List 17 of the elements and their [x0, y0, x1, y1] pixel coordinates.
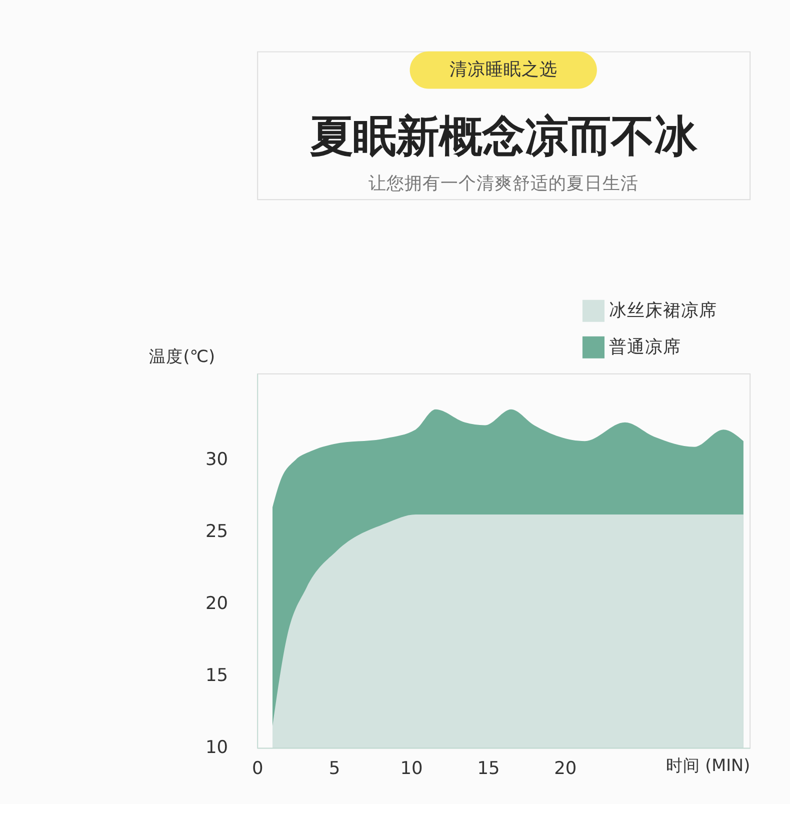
- y-tick-label: 10: [205, 738, 228, 758]
- x-tick-label: 10: [400, 758, 423, 779]
- y-tick-label: 20: [205, 594, 228, 614]
- x-tick-label: 15: [477, 758, 500, 779]
- y-tick-label: 25: [205, 522, 228, 542]
- legend-label: 普通凉席: [608, 336, 681, 358]
- text: 清凉睡眠之选: [449, 58, 558, 80]
- y-tick-label: 15: [205, 666, 228, 686]
- chart-subtitle: 让您拥有一个清爽舒适的夏日生活: [368, 174, 638, 194]
- x-tick-label: 20: [554, 758, 577, 779]
- x-tick-label: 5: [328, 758, 340, 779]
- y-tick-label: 30: [205, 450, 228, 470]
- x-axis-title: 时间 (MIN): [666, 754, 750, 775]
- legend-label: 冰丝床裙凉席: [608, 300, 717, 321]
- chart-title: 夏眠新概念凉而不冰: [310, 112, 698, 162]
- y-axis-title: 温度(℃): [149, 346, 216, 366]
- x-tick-label: 0: [252, 758, 264, 779]
